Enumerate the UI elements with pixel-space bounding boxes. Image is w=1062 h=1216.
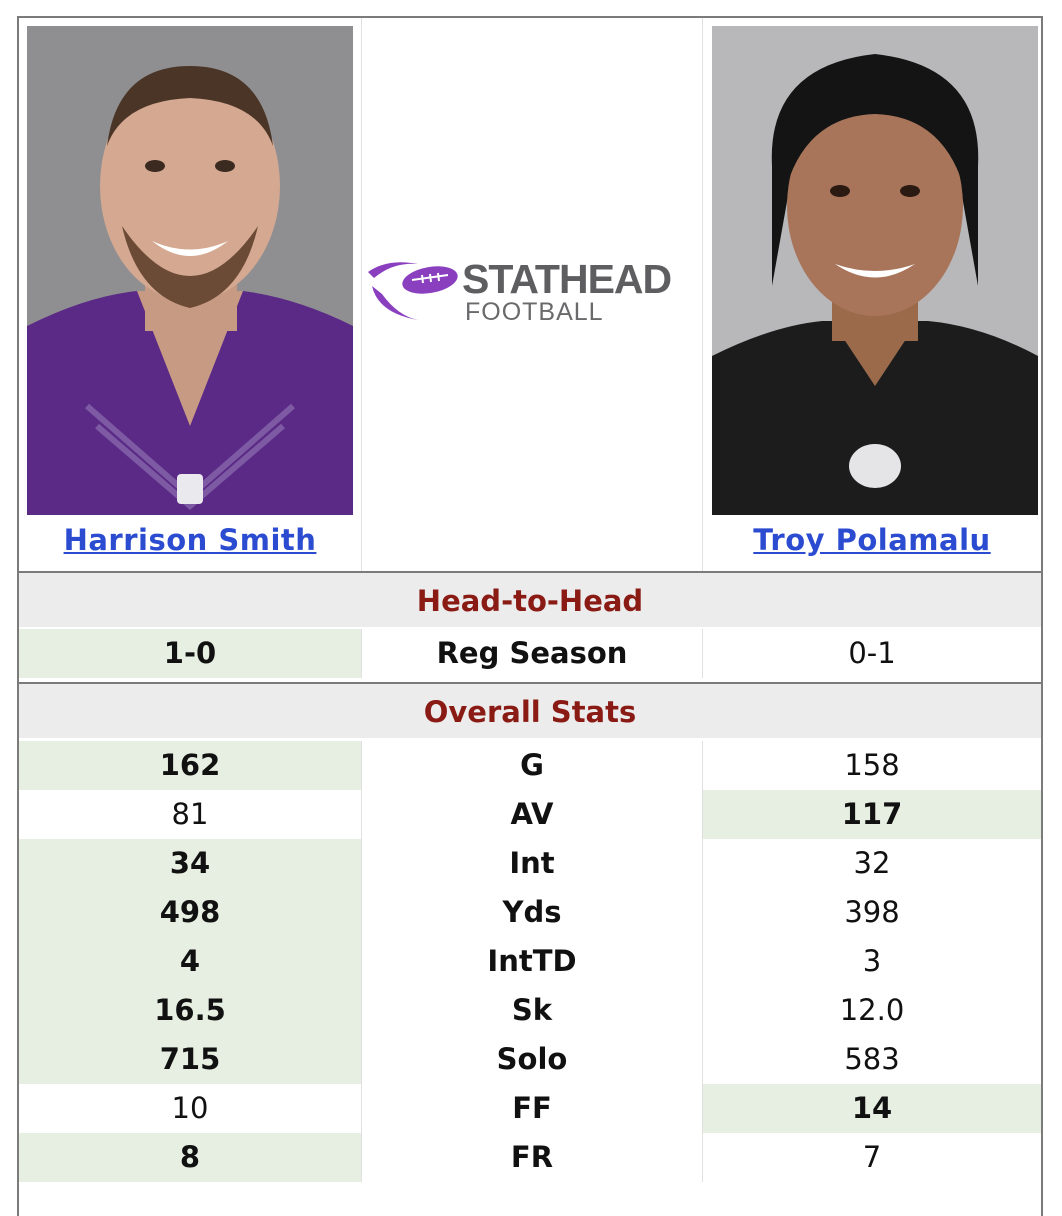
left-value: 34 — [19, 839, 361, 888]
table-row: 81 AV 117 — [19, 790, 1041, 839]
right-value: 14 — [703, 1084, 1041, 1133]
stat-label: FF — [361, 1084, 703, 1133]
section-overall-stats: Overall Stats — [19, 682, 1041, 738]
stat-label: Yds — [361, 888, 703, 937]
stat-label: FR — [361, 1133, 703, 1182]
table-row: 16.5 Sk 12.0 — [19, 986, 1041, 1035]
player-left-photo — [27, 26, 353, 515]
stat-label: Sk — [361, 986, 703, 1035]
player-right-photo — [712, 26, 1038, 515]
stat-label: AV — [361, 790, 703, 839]
left-value: 498 — [19, 888, 361, 937]
comparison-table: Harrison Smith STATHEAD FOOTBALL — [17, 16, 1043, 1216]
right-value: 32 — [853, 846, 891, 880]
right-value: 398 — [844, 895, 900, 929]
right-value: 12.0 — [839, 993, 905, 1027]
player-header: Harrison Smith STATHEAD FOOTBALL — [19, 18, 1041, 571]
left-value: 81 — [171, 797, 209, 831]
table-row: 1-0 Reg Season 0-1 — [19, 629, 1041, 678]
table-row: 498 Yds 398 — [19, 888, 1041, 937]
table-row: 34 Int 32 — [19, 839, 1041, 888]
player-right-column: Troy Polamalu — [703, 18, 1041, 571]
stat-label: Solo — [361, 1035, 703, 1084]
left-value: 162 — [19, 741, 361, 790]
stat-label: Reg Season — [361, 629, 703, 678]
right-value: 7 — [862, 1140, 882, 1174]
right-value: 117 — [703, 790, 1041, 839]
logo-title: STATHEAD — [462, 256, 672, 302]
logo-subtitle: FOOTBALL — [465, 298, 604, 326]
right-value: 583 — [844, 1042, 900, 1076]
left-value: 4 — [19, 937, 361, 986]
left-value: 715 — [19, 1035, 361, 1084]
stat-label: IntTD — [361, 937, 703, 986]
right-value: 3 — [862, 944, 882, 978]
right-value: 158 — [844, 748, 900, 782]
stathead-football-logo: STATHEAD FOOTBALL — [368, 256, 698, 328]
player-right-name-link[interactable]: Troy Polamalu — [753, 523, 991, 557]
left-value: 16.5 — [19, 986, 361, 1035]
stat-label: G — [361, 741, 703, 790]
stat-label: Int — [361, 839, 703, 888]
left-value: 10 — [171, 1091, 209, 1125]
table-row: 8 FR 7 — [19, 1133, 1041, 1182]
logo-column: STATHEAD FOOTBALL — [361, 18, 703, 571]
table-row: 4 IntTD 3 — [19, 937, 1041, 986]
left-value: 1-0 — [19, 629, 361, 678]
table-row: 715 Solo 583 — [19, 1035, 1041, 1084]
player-left-name-link[interactable]: Harrison Smith — [63, 523, 317, 557]
section-head-to-head: Head-to-Head — [19, 571, 1041, 627]
player-left-column: Harrison Smith — [19, 18, 361, 571]
left-value: 8 — [19, 1133, 361, 1182]
football-swoosh-icon — [368, 262, 458, 320]
table-row: 162 G 158 — [19, 741, 1041, 790]
right-value: 0-1 — [848, 636, 896, 670]
table-row: 10 FF 14 — [19, 1084, 1041, 1133]
